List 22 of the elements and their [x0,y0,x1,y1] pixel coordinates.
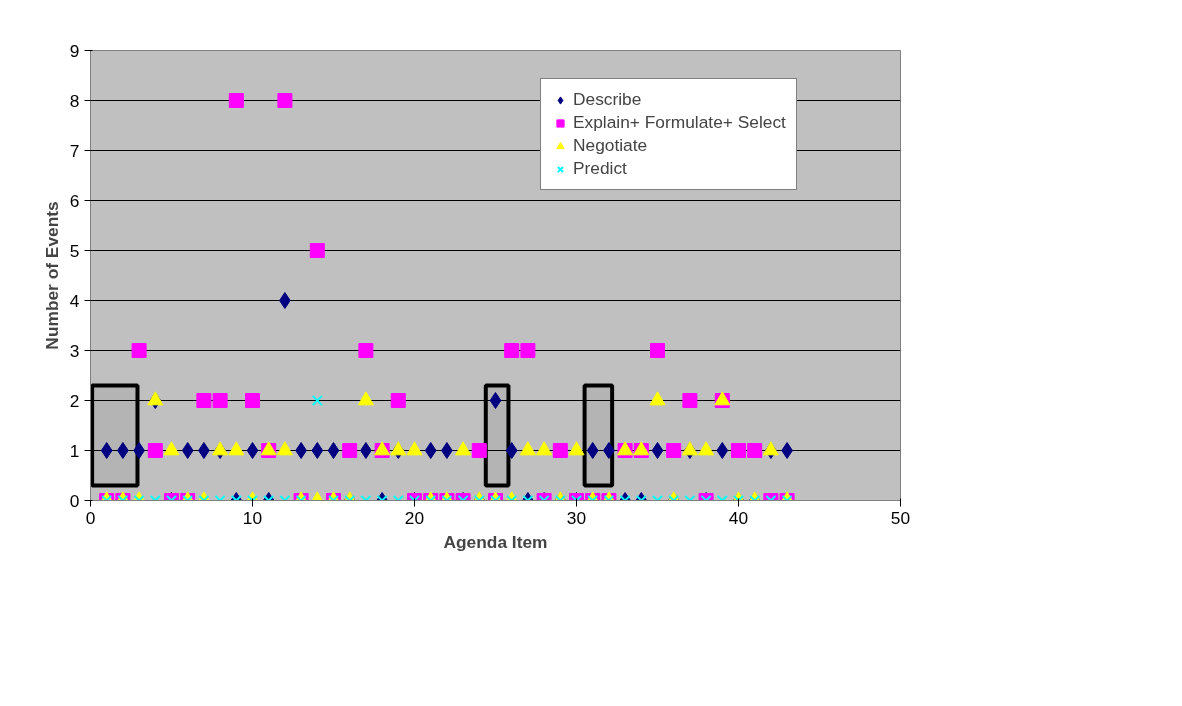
x-tick-label: 10 [242,507,263,528]
y-tick-label: 6 [69,190,80,211]
y-axis-title: Number of Events [41,201,62,350]
y-tick-label: 1 [69,440,80,461]
legend-label: Describe [573,89,642,110]
x-tick-label: 30 [566,507,587,528]
y-tick-label: 3 [69,340,80,361]
y-tick-label: 4 [69,290,80,311]
y-tick-label: 5 [69,240,80,261]
y-tick-label: 9 [69,40,80,61]
x-tick-label: 40 [728,507,749,528]
y-tick-label: 0 [69,490,80,511]
y-tick-label: 8 [69,90,80,111]
x-tick-label: 0 [85,507,96,528]
x-tick-label: 50 [890,507,911,528]
y-tick-label: 2 [69,390,80,411]
legend-label: Explain+ Formulate+ Select [573,112,786,133]
y-tick-label: 7 [69,140,80,161]
x-axis-title: Agenda Item [443,531,548,552]
x-tick-label: 20 [404,507,425,528]
legend-label: Negotiate [573,135,648,156]
legend-label: Predict [573,158,627,179]
